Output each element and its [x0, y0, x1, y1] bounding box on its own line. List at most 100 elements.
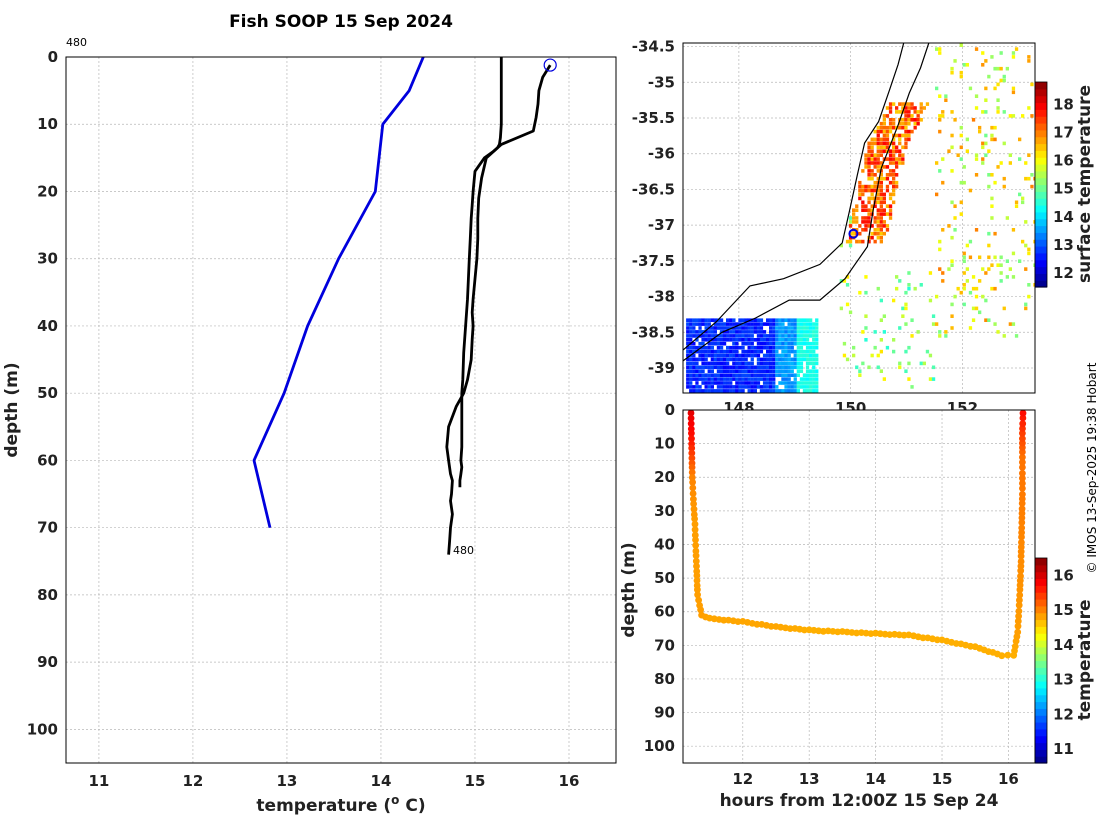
colorbar-band — [1035, 708, 1047, 716]
sst-cell — [713, 353, 717, 358]
sst-cell — [882, 165, 886, 169]
sst-cell — [772, 338, 776, 342]
sst-cell — [885, 173, 890, 177]
sst-cell — [965, 63, 969, 67]
sst-cell — [815, 369, 819, 373]
sst-cell — [802, 357, 807, 362]
sst-cell — [885, 137, 890, 142]
sst-cell — [741, 385, 745, 389]
sst-cell — [726, 389, 730, 393]
sst-cell — [750, 334, 754, 338]
depth-time-y-tick-label: 70 — [654, 636, 675, 654]
sst-cell — [719, 377, 724, 381]
sst-cell — [901, 125, 905, 130]
profile-x-tick-label: 14 — [371, 772, 392, 790]
sst-cell — [701, 389, 705, 393]
sst-cell — [729, 377, 733, 381]
map-colorbar-tick-label: 15 — [1053, 180, 1074, 198]
sst-cell — [722, 385, 727, 389]
map-y-tick-label: -38.5 — [632, 323, 675, 341]
sst-cell — [766, 385, 770, 389]
track-point — [786, 625, 794, 632]
sst-cell — [772, 369, 776, 373]
sst-cell — [707, 341, 711, 346]
sst-cell — [1018, 157, 1022, 161]
sst-cell — [812, 322, 816, 326]
sst-cell — [744, 326, 748, 330]
sst-cell — [870, 176, 874, 181]
map-y-tick-label: -38 — [648, 288, 675, 306]
sst-cell — [805, 369, 810, 373]
sst-cell — [719, 385, 724, 389]
sst-cell — [882, 114, 886, 118]
sst-cell — [787, 381, 791, 385]
sst-cell — [769, 381, 773, 385]
temperature-colorbar-label: temperature — [1075, 599, 1095, 720]
depth-time-y-tick-label: 40 — [654, 535, 675, 553]
sst-cell — [710, 389, 714, 393]
sst-cell — [968, 290, 973, 295]
temperature-colorbar-tick-label: 11 — [1053, 740, 1074, 758]
sst-cell — [879, 318, 883, 322]
sst-cell — [892, 180, 896, 185]
sst-cell — [766, 361, 770, 366]
sst-cell — [802, 326, 807, 330]
sst-cell — [990, 55, 994, 59]
colorbar-band — [1035, 123, 1047, 131]
sst-cell — [719, 361, 724, 366]
sst-cell — [867, 176, 871, 181]
sst-cell — [935, 47, 939, 51]
track-point — [1019, 414, 1027, 422]
sst-cell — [852, 220, 856, 224]
colorbar-band — [1035, 143, 1047, 151]
sst-cell — [772, 377, 776, 381]
sst-cell — [781, 338, 785, 342]
sst-cell — [766, 357, 770, 362]
sst-cell — [744, 330, 748, 334]
map-y-tick-label: -34.5 — [632, 38, 675, 56]
sst-cell — [812, 365, 816, 370]
colorbar-band — [1035, 198, 1047, 206]
sst-cell — [873, 184, 877, 189]
sst-cell — [689, 338, 693, 342]
colorbar-band — [1035, 564, 1047, 573]
sst-cell — [762, 385, 767, 389]
sst-cell — [793, 385, 797, 389]
track-point — [1011, 643, 1019, 650]
colorbar-frame — [1034, 557, 1048, 764]
sst-cell — [722, 361, 727, 366]
sst-cell — [882, 200, 886, 205]
sst-cell — [904, 129, 908, 134]
sst-cell — [750, 349, 754, 354]
sst-cell — [753, 345, 757, 350]
track-point — [1019, 435, 1026, 442]
sst-cell — [738, 318, 742, 322]
sst-cell — [882, 330, 886, 334]
sst-cell — [953, 59, 957, 63]
sst-cell — [784, 353, 788, 358]
depth-time-y-tick-label: 10 — [654, 435, 675, 453]
sst-cell — [695, 338, 699, 342]
sst-cell — [701, 357, 705, 362]
sst-cell — [772, 381, 776, 385]
colorbar-frame — [1034, 81, 1048, 288]
sst-cell — [1018, 137, 1022, 142]
sst-cell — [931, 322, 936, 326]
sst-cell — [686, 369, 690, 373]
sst-cell — [747, 389, 751, 393]
sst-cell — [722, 357, 727, 362]
sst-cell — [695, 377, 699, 381]
sst-cell — [781, 365, 785, 370]
sst-cell — [756, 349, 761, 354]
sst-cell — [799, 357, 804, 362]
sst-cell — [796, 341, 800, 346]
sst-cell — [722, 353, 727, 358]
sst-cell — [793, 361, 797, 366]
sst-cell — [753, 373, 757, 377]
sst-cell — [707, 345, 711, 350]
sst-cell — [815, 334, 819, 338]
sst-cell — [790, 373, 794, 377]
sst-cell — [781, 369, 785, 373]
sst-cell — [726, 338, 730, 342]
sst-cell — [796, 365, 800, 370]
